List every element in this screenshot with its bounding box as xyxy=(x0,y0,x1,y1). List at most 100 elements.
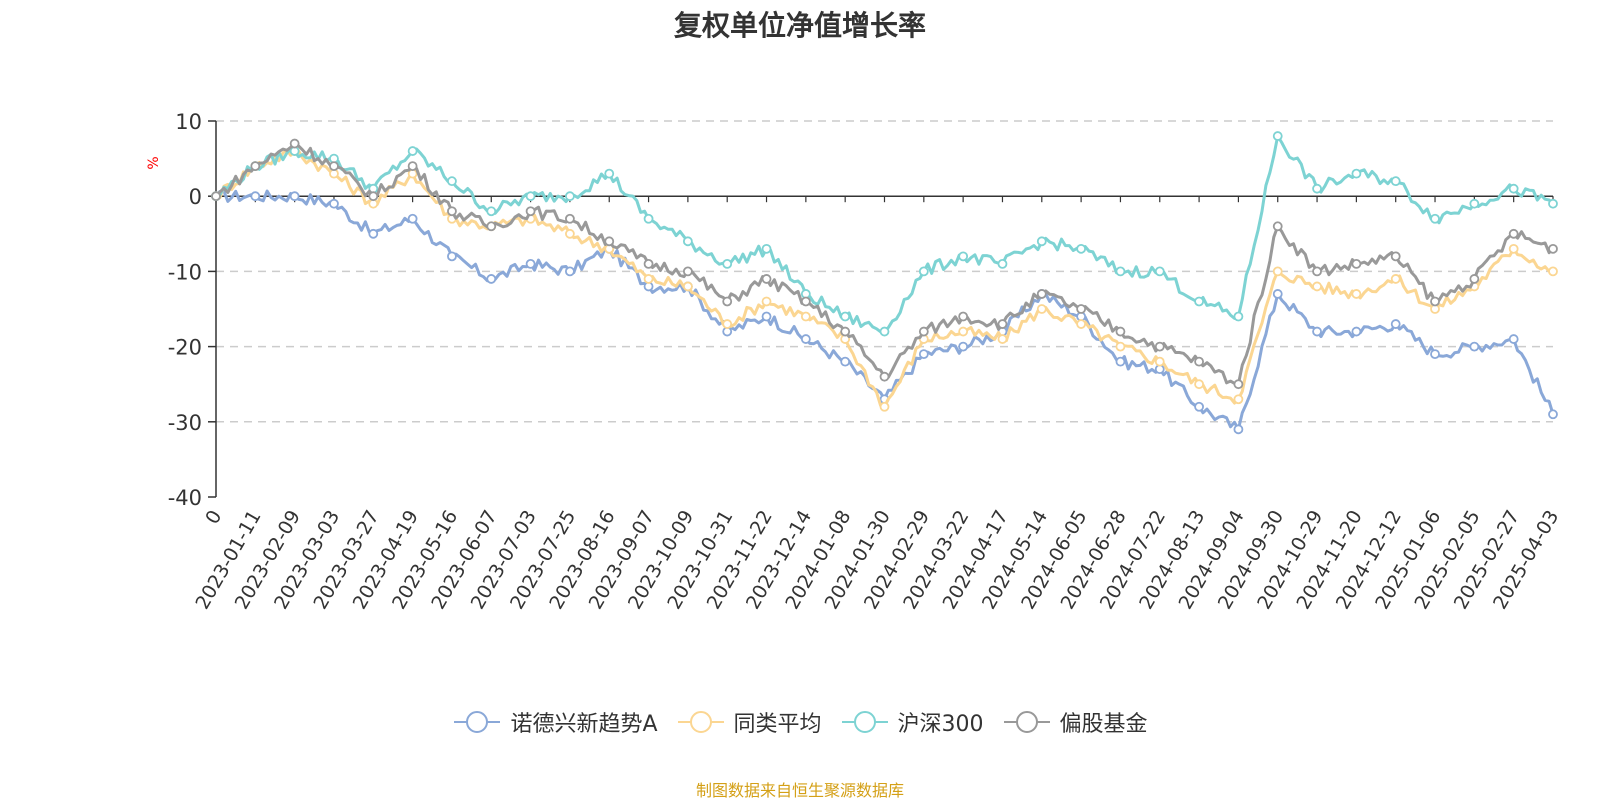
data-point xyxy=(958,311,969,322)
data-point xyxy=(761,274,772,284)
data-point xyxy=(289,138,300,149)
legend-label: 诺德兴新趋势A xyxy=(510,712,658,737)
data-point xyxy=(329,198,339,209)
data-point xyxy=(1390,319,1401,329)
line-chart: -40-30-20-1001002023-01-112023-02-092023… xyxy=(146,110,1564,613)
legend-item[interactable]: 偏股基金 xyxy=(1002,706,1148,738)
data-point xyxy=(761,296,772,307)
y-tick-label: -40 xyxy=(168,486,202,510)
data-point xyxy=(879,326,890,337)
legend-item[interactable]: 沪深300 xyxy=(840,706,984,738)
data-point xyxy=(840,311,851,322)
legend-line-circle-icon xyxy=(841,711,888,733)
data-point xyxy=(1233,379,1244,390)
data-point xyxy=(722,258,733,269)
data-point xyxy=(918,349,929,360)
data-point xyxy=(525,206,536,217)
data-point xyxy=(1312,281,1322,292)
y-axis-label: % xyxy=(146,156,162,169)
data-point xyxy=(211,191,221,202)
chart-title: 复权单位净值增长率 xyxy=(673,9,926,42)
data-point xyxy=(447,206,457,217)
data-point xyxy=(1430,213,1440,224)
data-point xyxy=(682,266,693,277)
data-point xyxy=(407,161,418,172)
data-point xyxy=(1312,183,1322,194)
data-point xyxy=(800,296,811,307)
data-point xyxy=(1469,198,1480,209)
data-point xyxy=(604,168,615,179)
legend-label: 沪深300 xyxy=(897,712,984,737)
data-point xyxy=(840,356,851,367)
data-point xyxy=(250,161,261,172)
legend-marker xyxy=(1015,711,1038,733)
legend-item[interactable]: 诺德兴新趋势A xyxy=(452,706,658,738)
data-point xyxy=(1430,349,1440,360)
data-point xyxy=(250,191,261,202)
data-point xyxy=(1272,221,1283,232)
y-tick-label: -30 xyxy=(168,411,202,435)
legend-line-circle-icon xyxy=(1003,711,1050,733)
data-point xyxy=(682,236,693,247)
data-point xyxy=(486,206,497,217)
y-tick-label: -10 xyxy=(168,260,202,284)
y-tick-label: 0 xyxy=(189,185,202,209)
data-point xyxy=(1390,251,1401,262)
data-point xyxy=(1115,356,1126,367)
data-point xyxy=(1312,266,1322,277)
data-point xyxy=(368,191,379,202)
data-point xyxy=(800,311,811,322)
data-point xyxy=(565,228,575,239)
data-point xyxy=(1194,356,1204,367)
data-point xyxy=(1272,131,1283,141)
data-point xyxy=(329,161,339,172)
data-point xyxy=(997,319,1008,329)
data-point xyxy=(1351,258,1362,269)
data-point xyxy=(1233,424,1244,435)
axis-layer: -40-30-20-1001002023-01-112023-02-092023… xyxy=(168,110,1564,613)
data-point xyxy=(289,191,300,202)
data-point xyxy=(1233,311,1244,322)
legend-item[interactable]: 同类平均 xyxy=(676,706,822,738)
data-point xyxy=(1469,274,1480,284)
data-point xyxy=(565,213,575,224)
data-point xyxy=(1272,289,1283,299)
data-point xyxy=(1390,274,1401,284)
data-point xyxy=(958,251,969,262)
data-point xyxy=(722,296,733,307)
data-point xyxy=(840,326,851,337)
data-point xyxy=(1154,341,1165,352)
data-point xyxy=(1508,228,1519,239)
legend-marker xyxy=(466,711,489,733)
data-point xyxy=(879,371,890,382)
data-point xyxy=(1036,289,1047,299)
data-point xyxy=(1390,176,1401,187)
data-point xyxy=(565,191,575,202)
data-point xyxy=(525,258,536,269)
data-point xyxy=(1036,304,1047,314)
data-point xyxy=(722,319,733,329)
data-point xyxy=(1194,296,1204,307)
data-point xyxy=(1076,304,1087,314)
data-point xyxy=(1115,266,1126,277)
data-point xyxy=(1076,319,1087,329)
data-point xyxy=(1469,341,1480,352)
y-tick-label: 10 xyxy=(175,110,202,134)
data-point xyxy=(997,258,1008,269)
data-point xyxy=(565,266,575,277)
y-tick-label: -20 xyxy=(168,336,202,360)
legend-line-circle-icon xyxy=(677,711,724,733)
data-point xyxy=(643,258,654,269)
legend-label: 偏股基金 xyxy=(1059,712,1148,737)
x-tick-label: 0 xyxy=(201,507,226,528)
data-point xyxy=(1430,296,1440,307)
data-point xyxy=(368,228,379,239)
data-point xyxy=(447,176,457,187)
series-line xyxy=(215,148,1554,409)
data-point xyxy=(1194,379,1204,390)
legend-marker xyxy=(689,711,712,733)
legend-marker xyxy=(853,711,876,733)
data-point xyxy=(918,326,929,337)
data-point xyxy=(1154,266,1165,277)
data-point xyxy=(486,274,497,284)
